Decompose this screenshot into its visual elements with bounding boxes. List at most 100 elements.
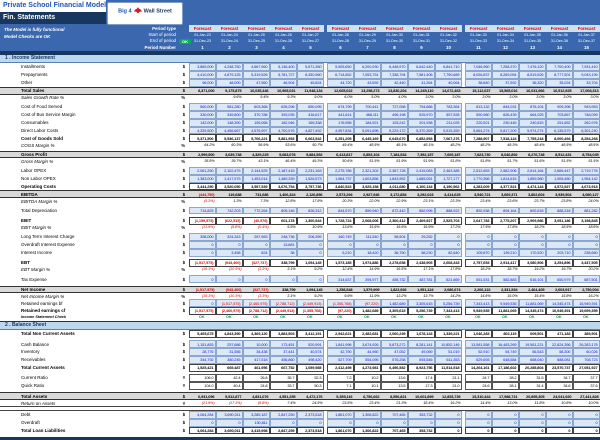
- data-cell[interactable]: 626,439: [492, 110, 519, 119]
- data-cell[interactable]: 43,592: [354, 78, 381, 87]
- data-cell[interactable]: 859,940: [354, 206, 381, 215]
- data-cell[interactable]: 6,251,205: [327, 134, 354, 143]
- data-cell[interactable]: 6,841,710: [435, 63, 462, 71]
- data-cell[interactable]: 0: [189, 248, 216, 257]
- data-cell[interactable]: 35.7: [270, 374, 297, 383]
- unit-cell[interactable]: $: [182, 80, 185, 86]
- data-cell[interactable]: 4,377,521: [492, 182, 519, 191]
- period-number-cell[interactable]: 14: [557, 45, 562, 51]
- data-cell[interactable]: 844,570: [327, 206, 354, 215]
- data-cell[interactable]: 1,643,952: [381, 174, 408, 183]
- row-label[interactable]: Interest Income: [21, 250, 53, 256]
- data-cell[interactable]: 0: [573, 240, 600, 249]
- data-cell[interactable]: 2,482,681: [354, 330, 381, 338]
- period-number-cell[interactable]: 3: [255, 45, 258, 51]
- row-label[interactable]: Net Income Margin %: [21, 293, 65, 299]
- data-cell[interactable]: 36,750: [381, 248, 408, 257]
- data-cell[interactable]: (18.1%): [201, 267, 215, 272]
- data-cell[interactable]: (97,220): [327, 307, 354, 316]
- data-cell[interactable]: 5,515,359: [435, 126, 462, 135]
- data-cell[interactable]: 28.1: [492, 382, 519, 391]
- data-cell[interactable]: 44,720: [327, 78, 354, 87]
- data-cell[interactable]: 56.9%: [258, 142, 269, 147]
- data-cell[interactable]: 4,100,134: [408, 182, 435, 191]
- data-cell[interactable]: 21.0: [435, 382, 462, 391]
- data-cell[interactable]: 10.1: [354, 382, 381, 391]
- data-cell[interactable]: OK: [199, 315, 205, 320]
- data-cell[interactable]: 6,645,670: [381, 134, 408, 143]
- data-cell[interactable]: 34,438: [243, 348, 270, 357]
- row-label[interactable]: Quick Ratio: [21, 383, 45, 389]
- data-cell[interactable]: 18.4%: [423, 400, 434, 405]
- data-cell[interactable]: 12,853,739: [435, 392, 462, 401]
- data-cell[interactable]: 4,329,225: [243, 150, 270, 159]
- data-cell[interactable]: 727,058: [381, 102, 408, 111]
- row-label[interactable]: Long Term Interest Charge: [21, 234, 75, 240]
- data-cell[interactable]: 5,370,359: [408, 126, 435, 135]
- data-cell[interactable]: 0: [381, 240, 408, 249]
- data-cell[interactable]: 3,520,050: [216, 182, 243, 191]
- data-cell[interactable]: 2,525,703: [435, 216, 462, 225]
- data-cell[interactable]: 650,979: [546, 275, 573, 284]
- period-start-cell[interactable]: 01-Jan-25: [248, 33, 265, 38]
- data-cell[interactable]: 5,091,696: [354, 126, 381, 135]
- data-cell[interactable]: 10.0%: [588, 400, 599, 405]
- data-cell[interactable]: 1,406,324: [270, 190, 297, 199]
- unit-cell[interactable]: $: [182, 167, 185, 173]
- data-cell[interactable]: (18.1%): [201, 293, 215, 298]
- period-number-cell[interactable]: 6: [339, 45, 342, 51]
- data-cell[interactable]: 240,815: [519, 118, 546, 127]
- data-cell[interactable]: 338,799: [270, 285, 297, 294]
- data-cell[interactable]: 17.5%: [480, 225, 491, 229]
- data-cell[interactable]: 4,831,076: [243, 392, 270, 401]
- data-cell[interactable]: 2,373,518: [297, 410, 324, 419]
- data-cell[interactable]: 1,482,689: [354, 307, 381, 316]
- data-cell[interactable]: 3,669,371: [492, 190, 519, 199]
- row-label[interactable]: Debt: [21, 412, 31, 418]
- data-cell[interactable]: 0: [519, 426, 546, 435]
- data-cell[interactable]: OK: [583, 315, 589, 320]
- unit-cell[interactable]: $: [182, 104, 185, 110]
- data-cell[interactable]: 0: [492, 426, 519, 435]
- data-cell[interactable]: 0: [408, 418, 435, 427]
- data-cell[interactable]: 3,676,754: [270, 182, 297, 191]
- data-cell[interactable]: 521,669: [435, 275, 462, 284]
- data-cell[interactable]: 1,059,985: [297, 363, 324, 372]
- data-cell[interactable]: 3,757,736: [297, 182, 324, 191]
- data-cell[interactable]: 0: [216, 418, 243, 427]
- data-cell[interactable]: 51.7%: [507, 158, 518, 163]
- data-cell[interactable]: 17.8%: [507, 225, 518, 229]
- data-cell[interactable]: 39.7%: [231, 158, 242, 163]
- data-cell[interactable]: 0: [189, 275, 216, 284]
- period-start-cell[interactable]: 01-Jan-30: [386, 33, 403, 38]
- data-cell[interactable]: 1,579,909: [354, 285, 381, 294]
- data-cell[interactable]: 1,770,356: [465, 174, 492, 183]
- data-cell[interactable]: 742,203: [216, 206, 243, 215]
- data-cell[interactable]: 0: [381, 418, 408, 427]
- data-cell[interactable]: 27,051,927: [573, 363, 600, 372]
- data-cell[interactable]: 142,000: [189, 118, 216, 127]
- data-cell[interactable]: 14,345,474: [546, 299, 573, 308]
- data-cell[interactable]: 4,369,120: [243, 330, 270, 338]
- data-cell[interactable]: 1,094,145: [297, 285, 324, 294]
- data-cell[interactable]: 47,052: [381, 348, 408, 357]
- data-cell[interactable]: 353,732: [408, 426, 435, 435]
- data-cell[interactable]: 5,781,727: [270, 70, 297, 79]
- row-label[interactable]: Non Labor OPEX: [21, 175, 56, 181]
- data-cell[interactable]: 5,371,500: [189, 134, 216, 143]
- data-cell[interactable]: 2,060,239: [381, 330, 408, 338]
- unit-cell[interactable]: $: [182, 300, 185, 306]
- data-cell[interactable]: 2,206,122: [465, 285, 492, 294]
- row-label[interactable]: EBT: [21, 260, 30, 266]
- data-cell[interactable]: (21.9%): [201, 400, 215, 405]
- data-cell[interactable]: 2,126,856: [297, 190, 324, 199]
- data-cell[interactable]: 13.7%: [423, 293, 434, 298]
- period-end-cell[interactable]: 31-Dec-23: [193, 39, 212, 44]
- data-cell[interactable]: 3,292,023: [408, 190, 435, 199]
- data-cell[interactable]: 393,035: [270, 110, 297, 119]
- data-cell[interactable]: 206,399: [297, 233, 324, 241]
- data-cell[interactable]: 2,415,083: [408, 166, 435, 175]
- unit-cell[interactable]: $: [182, 72, 185, 78]
- data-cell[interactable]: 2,412,495: [327, 363, 354, 372]
- data-cell[interactable]: 7.1: [327, 382, 354, 391]
